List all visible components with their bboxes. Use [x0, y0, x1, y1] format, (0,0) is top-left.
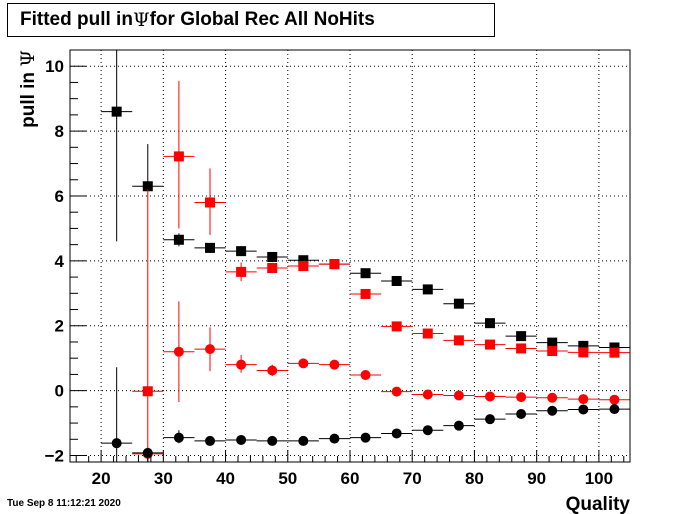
data-point-square — [578, 340, 589, 351]
data-point-circle — [516, 392, 527, 403]
data-point-circle — [173, 432, 184, 443]
data-point-square — [516, 343, 527, 354]
y-axis-title: pull in Ψ — [17, 50, 39, 128]
data-point-square — [609, 342, 620, 353]
data-point-circle — [391, 386, 402, 397]
data-point-square — [453, 335, 464, 346]
data-point-square — [236, 246, 247, 257]
data-point-square — [142, 386, 153, 397]
x-tick-label: 40 — [216, 469, 235, 488]
data-point-circle — [609, 404, 620, 415]
grid-lines — [70, 50, 630, 462]
data-point-square — [173, 234, 184, 245]
data-point-circle — [267, 365, 278, 376]
data-point-circle — [453, 390, 464, 401]
data-point-circle — [236, 359, 247, 370]
data-marks — [101, 50, 630, 462]
y-tick-label: 6 — [55, 187, 64, 206]
data-point-square — [360, 268, 371, 279]
data-point-square — [547, 337, 558, 348]
y-tick-label: 8 — [55, 122, 64, 141]
date-stamp: Tue Sep 8 11:12:21 2020 — [7, 498, 121, 509]
data-point-circle — [360, 432, 371, 443]
data-point-square — [578, 347, 589, 358]
data-point-square — [267, 263, 278, 274]
data-point-square — [485, 339, 495, 350]
data-point-square — [142, 181, 153, 192]
data-point-square — [547, 346, 558, 357]
y-tick-label: 10 — [45, 57, 64, 76]
plot-frame — [69, 49, 631, 463]
data-point-square — [422, 284, 433, 295]
x-tick-label: 80 — [465, 469, 484, 488]
title-symbol: Ψ — [132, 9, 150, 31]
y-tick-label: 4 — [55, 252, 65, 271]
data-point-square — [329, 259, 340, 270]
series-0 — [101, 50, 630, 353]
y-axis-title-symbol: Ψ — [17, 50, 39, 67]
data-point-square — [360, 288, 371, 299]
axes: 20 30 40 50 60 70 80 90 100 −2 0 2 4 6 8 10 — [45, 49, 625, 488]
data-point-square — [391, 275, 402, 286]
data-point-circle — [360, 370, 371, 381]
data-point-circle — [547, 405, 558, 416]
x-tick-label: 100 — [585, 469, 613, 488]
data-point-square — [267, 251, 278, 262]
x-tick-label: 70 — [403, 469, 422, 488]
title-suffix: for Global Rec All NoHits — [149, 9, 375, 30]
data-point-square — [453, 298, 464, 309]
y-tick-label: 2 — [55, 317, 64, 336]
data-point-circle — [391, 428, 402, 439]
data-point-square — [391, 321, 402, 332]
data-point-circle — [422, 389, 433, 400]
data-point-square — [516, 331, 527, 342]
data-point-circle — [329, 433, 340, 444]
y-axis-title-text: pull in — [18, 67, 39, 128]
x-axis-title: Quality — [566, 494, 631, 514]
data-point-circle — [111, 438, 122, 449]
x-tick-label: 30 — [154, 469, 173, 488]
data-point-square — [205, 242, 215, 253]
data-point-circle — [547, 392, 558, 403]
data-point-circle — [485, 391, 495, 402]
data-point-circle — [329, 359, 340, 370]
data-point-square — [422, 328, 433, 339]
y-tick-label: −2 — [45, 447, 64, 466]
data-point-circle — [516, 408, 527, 419]
data-point-circle — [578, 404, 589, 415]
data-point-square — [298, 255, 309, 266]
x-tick-label: 20 — [92, 469, 111, 488]
data-point-circle — [142, 447, 153, 458]
series-1 — [132, 80, 630, 462]
data-point-circle — [236, 434, 247, 445]
data-point-circle — [422, 425, 433, 436]
data-point-circle — [453, 420, 464, 431]
series-3 — [101, 367, 630, 462]
x-tick-label: 60 — [341, 469, 360, 488]
data-point-circle — [485, 414, 495, 425]
data-point-circle — [609, 394, 620, 405]
data-point-circle — [205, 435, 215, 446]
data-point-square — [298, 261, 309, 272]
data-point-square — [609, 347, 620, 358]
data-point-square — [111, 106, 122, 117]
data-point-circle — [298, 358, 309, 369]
data-point-square — [173, 151, 184, 162]
x-tick-label: 90 — [527, 469, 546, 488]
chart-title: Fitted pull in Ψ for Global Rec All NoHi… — [7, 3, 495, 37]
x-tick-label: 50 — [278, 469, 297, 488]
data-point-circle — [173, 346, 184, 357]
y-tick-label: 0 — [55, 382, 64, 401]
data-point-circle — [298, 435, 309, 446]
title-prefix: Fitted pull in — [20, 9, 133, 30]
data-point-square — [205, 197, 215, 208]
data-point-circle — [205, 344, 215, 355]
data-point-square — [236, 266, 247, 277]
data-point-square — [485, 318, 495, 329]
data-point-circle — [578, 394, 589, 405]
data-point-circle — [267, 435, 278, 446]
